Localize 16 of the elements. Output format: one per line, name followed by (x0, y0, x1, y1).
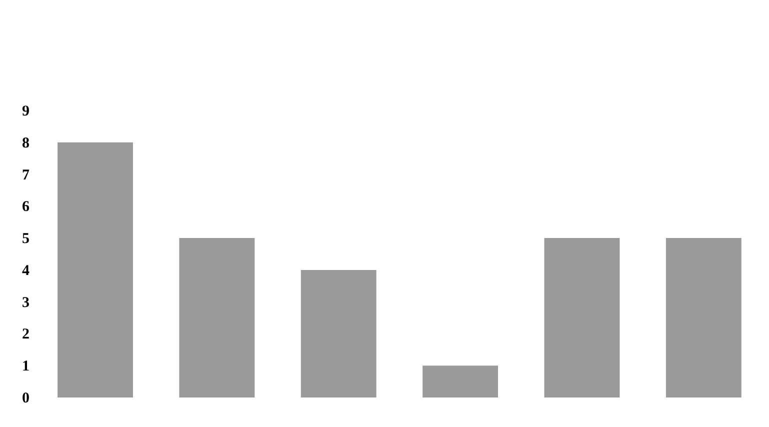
y-tick-label: 3 (22, 294, 30, 311)
y-tick-label: 4 (22, 262, 30, 279)
y-tick-label: 8 (22, 135, 30, 152)
y-tick-label: 9 (22, 104, 30, 120)
bar (666, 238, 742, 398)
bar (544, 238, 620, 398)
y-tick-label: 5 (22, 231, 30, 248)
bar (422, 366, 498, 398)
y-tick-label: 1 (22, 358, 30, 375)
bar (300, 270, 376, 398)
bar (179, 238, 255, 398)
y-tick-label: 6 (22, 199, 30, 216)
y-tick-label: 0 (22, 390, 30, 406)
y-tick-label: 7 (22, 167, 30, 184)
y-tick-label: 2 (22, 326, 30, 343)
bar (58, 142, 133, 398)
